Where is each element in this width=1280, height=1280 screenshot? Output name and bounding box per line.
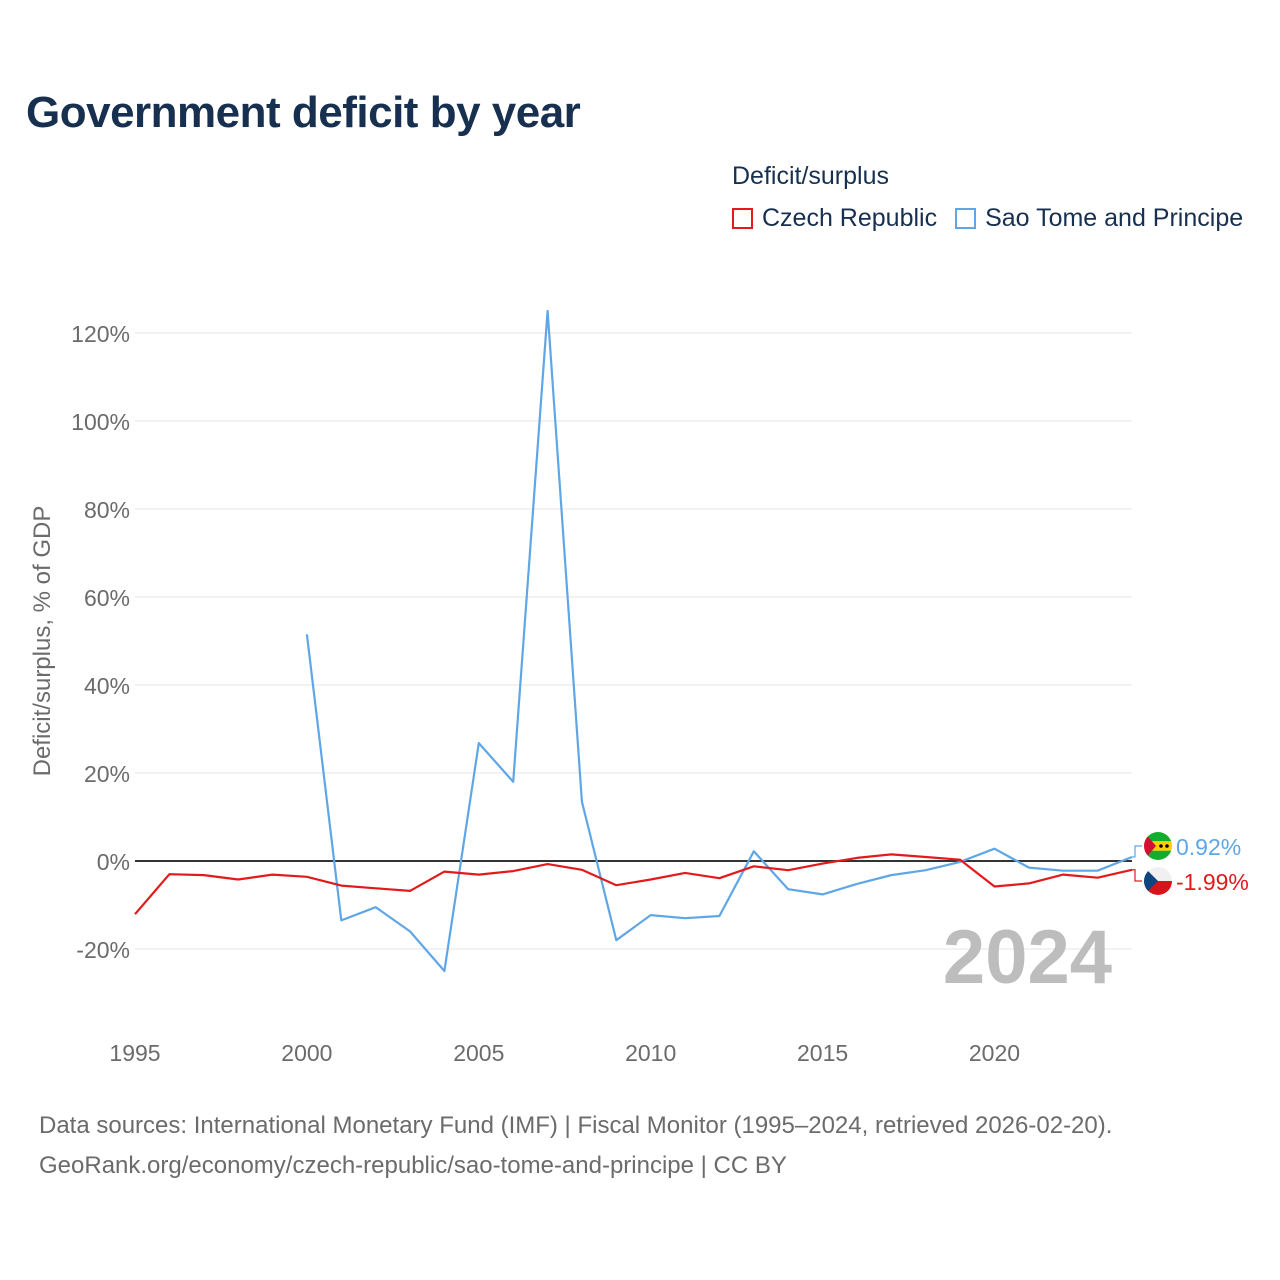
y-tick-label: 40%: [84, 673, 130, 699]
legend: Czech Republic Sao Tome and Principe: [732, 204, 1243, 233]
current-year-label: 2024: [943, 915, 1112, 1000]
flag-czech-icon: [1144, 867, 1172, 895]
y-tick-label: 80%: [84, 497, 130, 523]
x-tick-label: 1995: [109, 1040, 160, 1066]
y-axis: -20% 0% 20% 40% 60% 80% 100% 120%: [71, 321, 130, 963]
line-chart: -20% 0% 20% 40% 60% 80% 100% 120% 1995 2000 2005 2…: [29, 309, 1249, 1066]
series-line-czech-republic[interactable]: [134, 853, 1133, 915]
series-end-markers: 0.92% -1.99%: [1132, 832, 1249, 895]
x-tick-label: 2010: [625, 1040, 676, 1066]
end-value-label: 0.92%: [1176, 834, 1241, 860]
legend-title: Deficit/surplus: [732, 162, 889, 190]
legend-swatch-sao-tome-and-principe: [955, 208, 977, 229]
series-line-sao-tome-and-principe[interactable]: [305, 309, 1133, 973]
x-tick-label: 2015: [797, 1040, 848, 1066]
footer-link[interactable]: GeoRank.org/economy/czech-republic/sao-t…: [39, 1152, 787, 1179]
legend-swatch-czech-republic: [732, 208, 753, 229]
footer-sources: Data sources: International Monetary Fun…: [39, 1112, 1113, 1139]
legend-label-czech-republic: Czech Republic: [762, 204, 938, 232]
leader-line: [1132, 845, 1142, 858]
chart-title: Government deficit by year: [26, 88, 581, 137]
x-axis: 1995 2000 2005 2010 2015 2020: [109, 1040, 1020, 1066]
y-tick-label: 0%: [97, 849, 130, 875]
y-tick-label: 100%: [71, 409, 130, 435]
x-tick-label: 2020: [969, 1040, 1020, 1066]
y-tick-label: -20%: [76, 937, 130, 963]
y-axis-label: Deficit/surplus, % of GDP: [29, 506, 56, 777]
y-tick-label: 20%: [84, 761, 130, 787]
x-tick-label: 2005: [453, 1040, 504, 1066]
series-lines: [134, 309, 1133, 973]
legend-item-czech-republic[interactable]: Czech Republic: [732, 204, 937, 233]
end-value-label: -1.99%: [1176, 869, 1249, 895]
y-tick-label: 120%: [71, 321, 130, 347]
grid: [135, 332, 1132, 950]
footer: Data sources: International Monetary Fun…: [39, 1106, 1112, 1186]
legend-item-sao-tome-and-principe[interactable]: Sao Tome and Principe: [955, 204, 1243, 233]
legend-label-sao-tome-and-principe: Sao Tome and Principe: [985, 204, 1244, 232]
x-tick-label: 2000: [281, 1040, 332, 1066]
leader-line: [1132, 869, 1142, 882]
y-tick-label: 60%: [84, 585, 130, 611]
flag-sao-tome-icon: [1144, 832, 1172, 860]
